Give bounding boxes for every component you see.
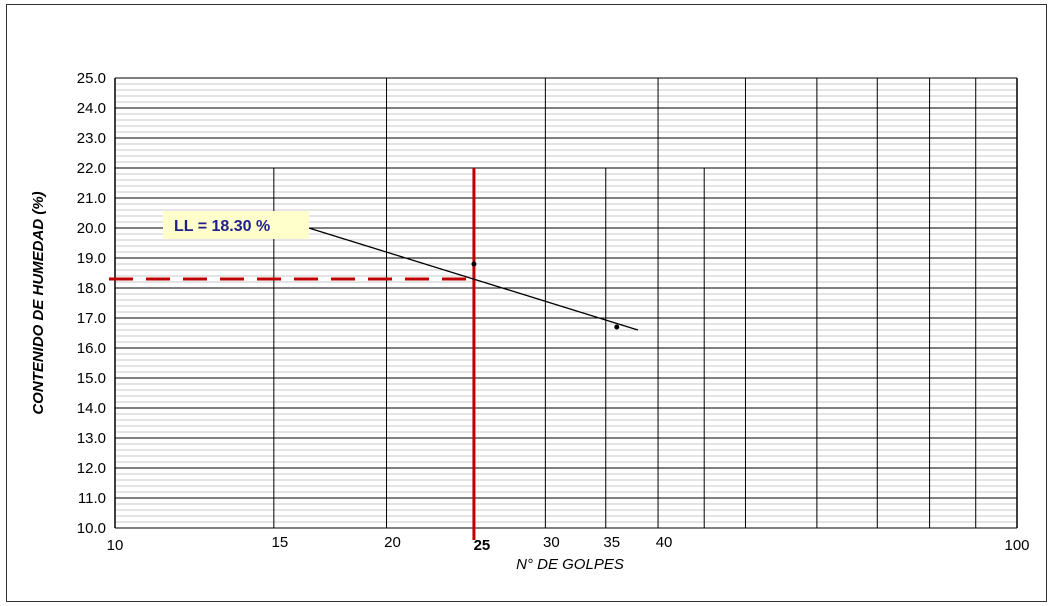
x-tick-label: 100 <box>1004 537 1029 554</box>
y-tick-label: 15.0 <box>77 370 106 387</box>
y-tick-label: 11.0 <box>78 490 106 507</box>
x-tick-label: 15 <box>271 534 288 551</box>
x-tick-label: 30 <box>543 534 560 551</box>
y-tick-label: 16.0 <box>77 340 106 357</box>
minor-gridlines <box>115 83 1017 523</box>
trendline-segment <box>298 224 639 331</box>
x-tick-label: 40 <box>656 534 673 551</box>
y-tick-label: 12.0 <box>77 460 106 477</box>
y-tick-label: 22.0 <box>77 160 106 177</box>
y-tick-label: 18.0 <box>77 280 106 297</box>
reference-lines <box>109 168 476 540</box>
vertical-gridlines <box>114 78 1018 528</box>
y-tick-label: 25.0 <box>77 70 106 87</box>
y-tick-label: 24.0 <box>77 100 106 117</box>
x-tick-label: 35 <box>603 534 620 551</box>
y-tick-label: 17.0 <box>77 310 106 327</box>
y-tick-label: 21.0 <box>77 190 106 207</box>
y-axis-ticks: 10.0 11.0 12.0 13.0 14.0 15.0 16.0 17.0 18.0 19.0… <box>77 70 106 537</box>
ll-annotation-text: LL = 18.30 % <box>174 218 270 235</box>
y-tick-label: 14.0 <box>77 400 106 417</box>
y-tick-label: 13.0 <box>77 430 106 447</box>
x-axis-label: N° DE GOLPES <box>516 556 624 573</box>
x-tick-label: 10 <box>107 537 124 554</box>
y-tick-label: 20.0 <box>77 220 106 237</box>
trendline <box>298 224 639 331</box>
data-point <box>614 324 620 330</box>
ll-annotation: LL = 18.30 % <box>163 211 309 239</box>
y-tick-label: 23.0 <box>77 130 106 147</box>
x-tick-label: 25 <box>474 537 491 554</box>
data-points <box>471 261 620 330</box>
data-point <box>471 261 477 267</box>
x-axis-ticks: 10 15 20 25 30 35 40 100 <box>107 534 1030 554</box>
y-axis-label: CONTENIDO DE HUMEDAD (%) <box>30 191 47 414</box>
x-tick-label: 20 <box>384 534 401 551</box>
y-tick-label: 19.0 <box>77 250 106 267</box>
plot-area <box>115 78 1017 528</box>
ll-annotation-box <box>163 211 309 239</box>
y-tick-label: 10.0 <box>77 520 106 537</box>
